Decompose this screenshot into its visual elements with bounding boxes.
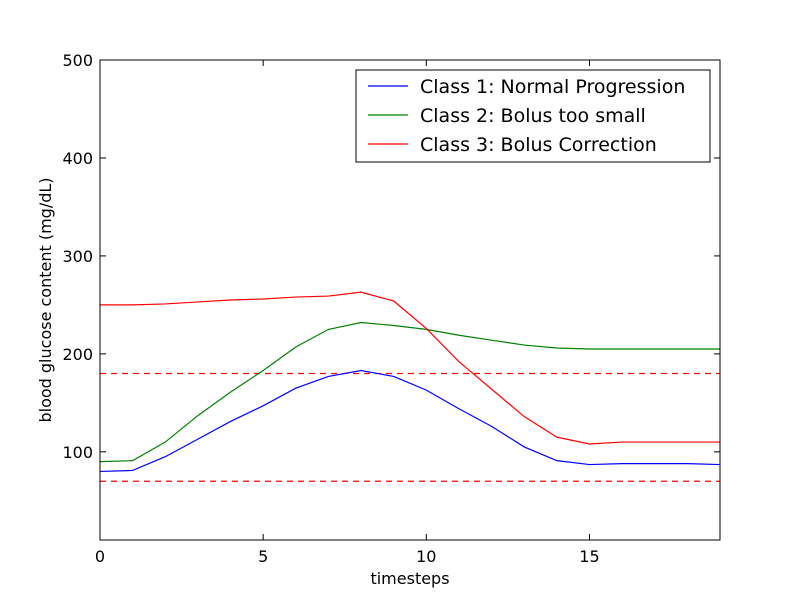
x-axis-label: timesteps [370,569,449,588]
series-line-class-2 [99,321,720,463]
legend-label-class-1: Class 1: Normal Progression [420,76,685,98]
x-tick-label: 5 [258,547,268,566]
x-tick-label: 10 [416,547,436,566]
y-tick-label: 400 [62,149,93,168]
legend: Class 1: Normal Progression Class 2: Bolu… [355,69,711,163]
series-line-class-3 [100,291,720,445]
x-tick-label: 15 [579,547,599,566]
series-lines [99,291,721,473]
plot-area-frame [99,59,721,541]
x-axis: 0 5 10 15 [95,60,600,566]
y-tick-label: 200 [62,345,93,364]
y-axis: 100 200 300 400 500 [62,51,720,462]
legend-box [355,69,711,163]
legend-label-class-3: Class 3: Bolus Correction [420,134,657,156]
reference-lines [100,372,720,482]
x-tick-label: 0 [95,547,105,566]
y-tick-label: 500 [62,51,93,70]
legend-label-class-2: Class 2: Bolus too small [420,105,646,127]
y-tick-label: 300 [62,247,93,266]
y-tick-label: 100 [62,443,93,462]
series-line-class-1 [99,369,721,473]
y-axis-label: blood glucose content (mg/dL) [36,177,55,422]
